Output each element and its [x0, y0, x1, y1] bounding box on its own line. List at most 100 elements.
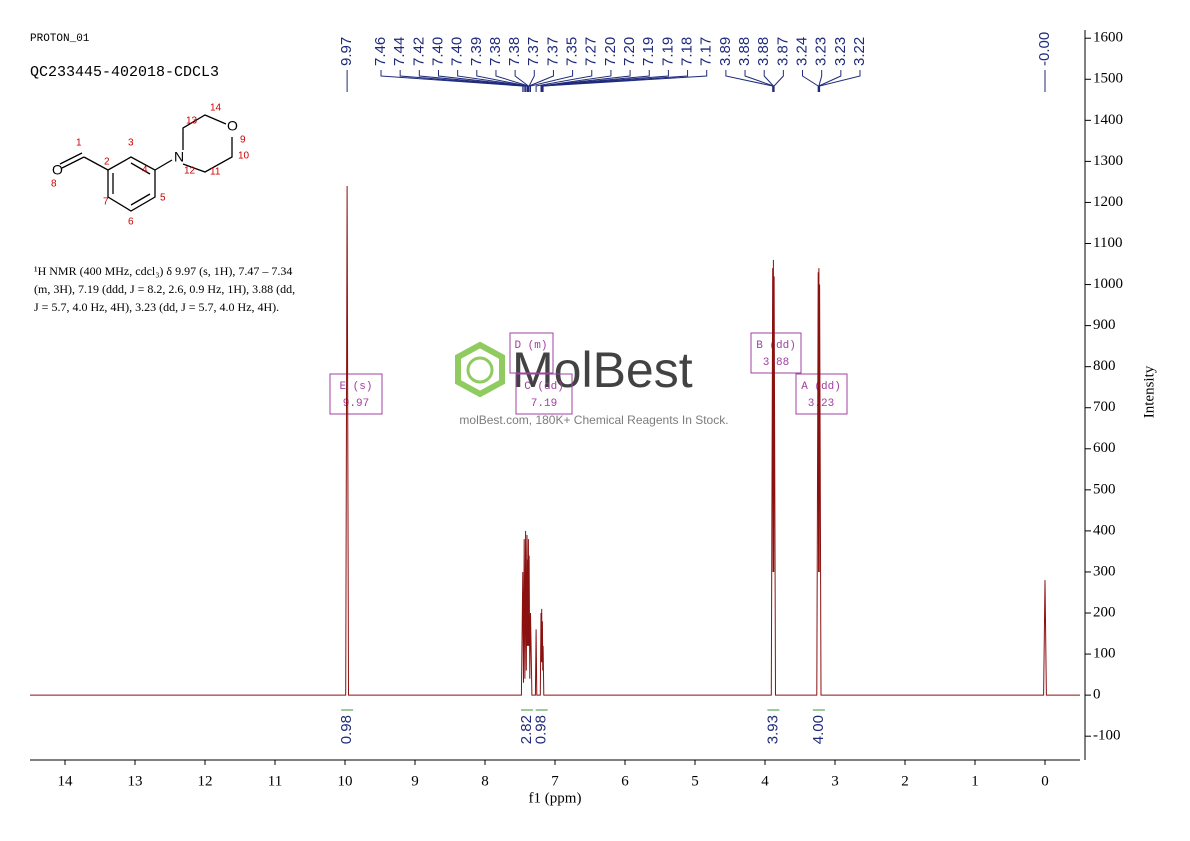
peak-label-leader	[542, 70, 708, 92]
atom-label: O	[52, 162, 63, 178]
x-tick-label: 11	[268, 773, 282, 789]
peak-label-leader	[818, 70, 842, 92]
y-tick-label: 1500	[1093, 71, 1123, 87]
spectrum-line	[30, 186, 1080, 696]
peak-label: 3.88	[755, 37, 772, 66]
x-tick-label: 7	[551, 773, 559, 789]
sample-name: PROTON_01	[30, 33, 90, 45]
peak-label: 3.87	[774, 37, 791, 66]
y-tick-label: 1300	[1093, 153, 1123, 169]
watermark-brand: MolBest	[512, 342, 693, 398]
atom-label: 7	[103, 197, 109, 208]
multiplet-shift: 7.19	[531, 398, 557, 410]
atom-label: 3	[128, 138, 134, 149]
multiplet-name: C (dd)	[524, 381, 564, 393]
atom-label: 10	[238, 151, 250, 162]
x-tick-label: 9	[411, 773, 419, 789]
y-tick-label: 1200	[1093, 194, 1123, 210]
integral-label: 0.98	[338, 715, 355, 744]
nmr-description: J = 5.7, 4.0 Hz, 4H), 3.23 (dd, J = 5.7,…	[34, 300, 279, 314]
peak-label-leader	[541, 70, 669, 92]
bond	[154, 159, 173, 171]
x-tick-label: 2	[901, 773, 909, 789]
y-tick-label: 800	[1093, 358, 1116, 374]
peak-label-leader	[535, 70, 593, 92]
peak-label-leader	[514, 70, 529, 92]
peak-label-leader	[541, 70, 689, 92]
multiplet-shift: 3.88	[763, 357, 789, 369]
peak-label: 7.37	[525, 37, 542, 66]
peak-label: 7.18	[679, 37, 696, 66]
peak-label: 7.38	[487, 37, 504, 66]
x-tick-label: 5	[691, 773, 699, 789]
y-tick-label: 200	[1093, 604, 1116, 620]
atom-label: 4	[142, 165, 148, 176]
x-tick-label: 4	[761, 773, 769, 789]
multiplet-boxes: E (s) 9.97 D (m) C (dd) 7.19 B (dd) 3.88…	[329, 332, 848, 415]
x-tick-label: 6	[621, 773, 629, 789]
peak-label-leader	[380, 70, 524, 92]
y-tick-label: 600	[1093, 440, 1116, 456]
double-bond	[130, 193, 151, 206]
peak-label: -0.00	[1036, 32, 1053, 66]
peak-label-leader	[457, 70, 528, 92]
integral-label: 4.00	[810, 715, 827, 744]
benzene-ring	[107, 156, 156, 212]
multiplet-box	[329, 373, 383, 415]
nmr-description: ¹H NMR (400 MHz, cdcl₃) δ 9.97 (s, 1H), …	[34, 264, 292, 278]
atom-label: N	[174, 149, 184, 165]
atom-label: 2	[104, 157, 110, 168]
peak-label-leader	[725, 70, 774, 92]
peak-label: 3.24	[793, 37, 810, 66]
y-tick-label: 300	[1093, 563, 1116, 579]
atom-label: 11	[210, 167, 221, 178]
peak-label-leader	[530, 70, 574, 92]
atom-label: 14	[210, 103, 222, 114]
peak-label: 7.40	[429, 37, 446, 66]
peak-label: 7.27	[583, 37, 600, 66]
peak-label: 3.22	[851, 37, 868, 66]
integral-label: 3.93	[764, 715, 781, 744]
peak-label: 7.17	[698, 37, 715, 66]
double-bond	[130, 162, 151, 175]
y-tick-label: 1100	[1093, 235, 1122, 251]
bond	[61, 156, 85, 169]
multiplet-box	[515, 373, 573, 415]
integral-label: 0.98	[533, 715, 550, 744]
x-tick-label: 1	[971, 773, 979, 789]
x-tick-label: 12	[198, 773, 213, 789]
atom-label: 12	[184, 166, 196, 177]
peak-label: 7.19	[640, 37, 657, 66]
multiplet-shift: 3.23	[808, 398, 834, 410]
peak-label: 3.88	[736, 37, 753, 66]
peak-label: 7.46	[372, 37, 389, 66]
x-tick-label: 3	[831, 773, 839, 789]
bond	[182, 114, 227, 150]
peak-label: 7.19	[659, 37, 676, 66]
peak-label-leader	[476, 70, 529, 92]
multiplet-shift: 9.97	[343, 398, 369, 410]
peak-label-leader	[399, 70, 525, 92]
y-tick-label: -100	[1093, 728, 1121, 744]
structure: O 8 1 2 3 4 5 6 7 N 12 13 14 O 9 10 11	[51, 103, 250, 228]
logo-hexagon	[455, 341, 505, 398]
peak-label: 3.23	[832, 37, 849, 66]
x-axis-title: f1 (ppm)	[529, 790, 582, 806]
peak-label-leader	[528, 70, 535, 92]
integral-label: 2.82	[518, 715, 535, 744]
bond	[83, 156, 109, 171]
y-tick-label: 1000	[1093, 276, 1123, 292]
multiplet-name: A (dd)	[801, 381, 841, 393]
peak-label-leader	[528, 70, 554, 92]
multiplet-name: D (m)	[514, 340, 547, 352]
y-tick-label: 700	[1093, 399, 1116, 415]
atom-label: 13	[186, 116, 198, 127]
logo-ring	[466, 356, 494, 384]
peak-label-leader	[541, 70, 650, 92]
bond	[59, 152, 83, 165]
x-tick-label: 0	[1041, 773, 1049, 789]
peak-label: 7.44	[391, 37, 408, 66]
y-tick-label: 0	[1093, 687, 1101, 703]
peak-label: 7.35	[564, 37, 581, 66]
